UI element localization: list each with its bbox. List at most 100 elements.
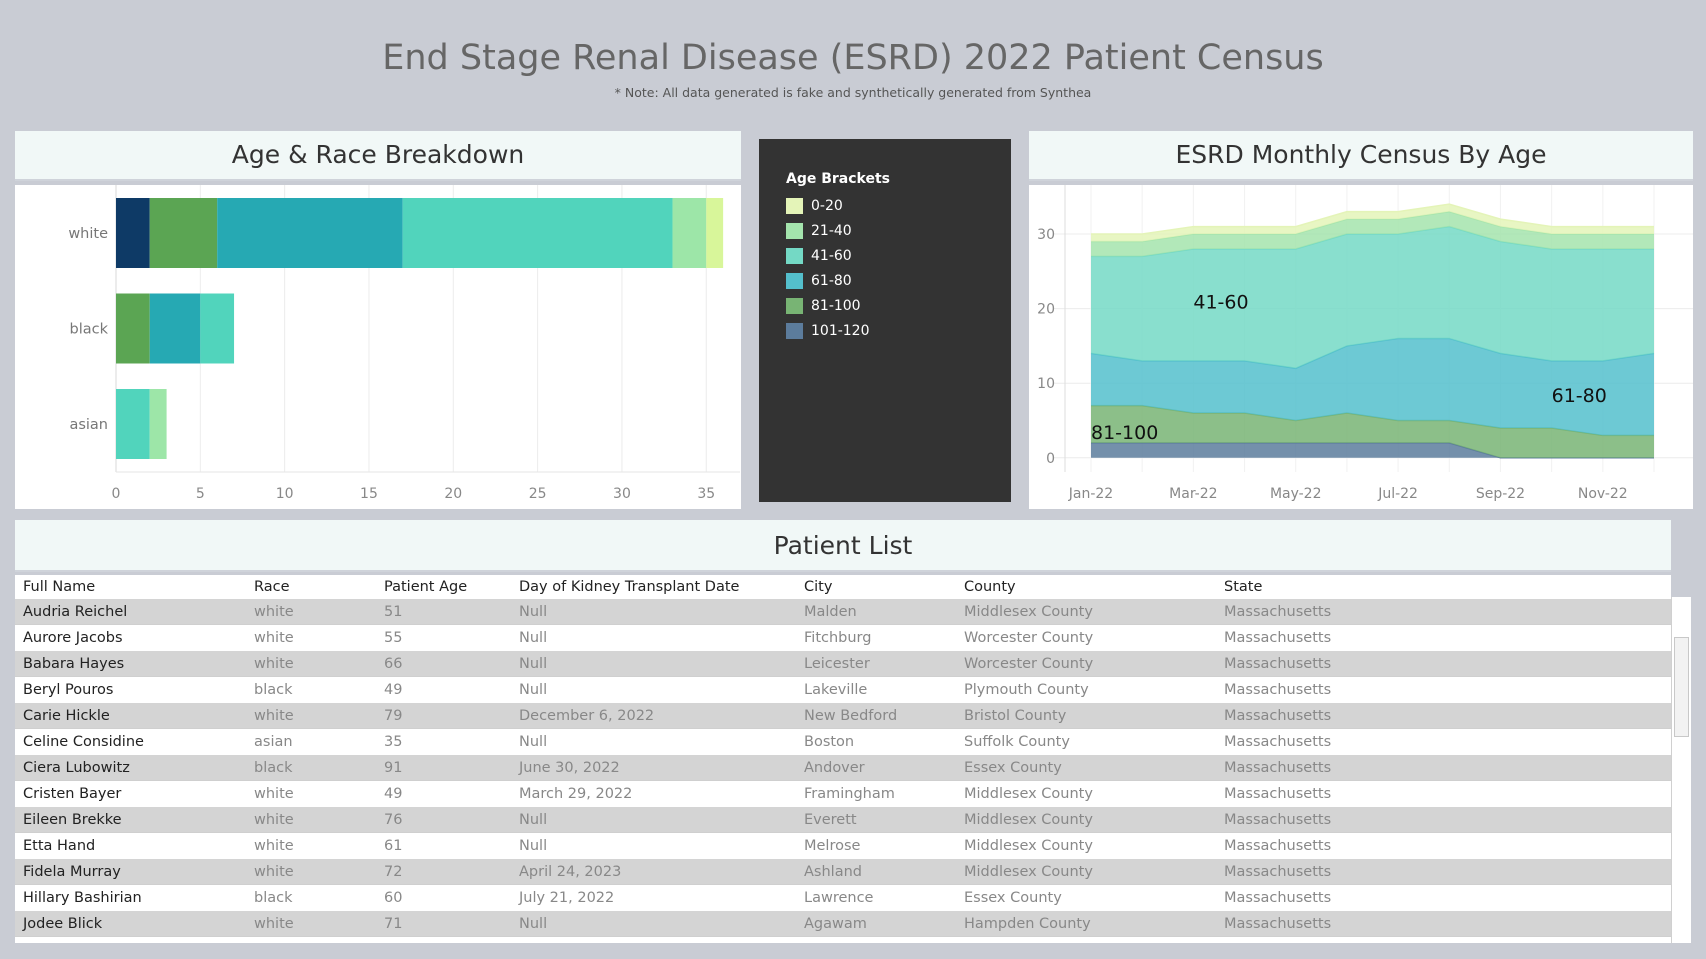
- table-row[interactable]: Carie Hickle white 79 December 6, 2022 New B…: [15, 702, 1671, 729]
- bar-panel-title-text: Age & Race Breakdown: [231, 140, 525, 169]
- legend-item[interactable]: 61-80: [786, 268, 1011, 293]
- table-row[interactable]: Etta Hand white 61 Null Melrose Middlesex Cou…: [15, 832, 1671, 859]
- table-row[interactable]: Audria Reichel white 51 Null Malden Middlesex…: [15, 598, 1671, 625]
- table-cell: Babara Hayes: [15, 650, 246, 677]
- legend-item[interactable]: 21-40: [786, 218, 1011, 243]
- table-cell: Celine Considine: [15, 728, 246, 755]
- table-row[interactable]: Fidela Murray white 72 April 24, 2023 Ashlan…: [15, 858, 1671, 885]
- table-row[interactable]: Jona Hayeswhite57NullEverettMiddlesex Co…: [15, 936, 1671, 943]
- table-cell: April 24, 2023: [511, 858, 796, 885]
- x-tick-label: 15: [360, 486, 378, 502]
- table-cell: white: [246, 624, 376, 651]
- x-tick-label: Sep-22: [1476, 486, 1525, 502]
- table-cell: Jona Hayes: [15, 936, 246, 943]
- table-cell: Null: [511, 598, 796, 625]
- area-series-81-100: [1091, 405, 1654, 458]
- table-cell: Agawam: [796, 910, 956, 937]
- table-cell: Null: [511, 806, 796, 833]
- legend-label: 0-20: [811, 197, 843, 214]
- table-cell: Null: [511, 650, 796, 677]
- table-cell: white: [246, 806, 376, 833]
- column-header[interactable]: Full Name: [23, 578, 96, 595]
- legend-items: 0-20 21-40 41-60 61-80 81-100 101-120: [786, 193, 1011, 343]
- y-tick-label: 0: [1046, 451, 1055, 467]
- legend-label: 81-100: [811, 297, 861, 314]
- legend-label: 61-80: [811, 272, 852, 289]
- table-cell: Fidela Murray: [15, 858, 246, 885]
- table-row[interactable]: Celine Considine asian 35 Null Boston Suffolk…: [15, 728, 1671, 755]
- table-cell: Null: [511, 728, 796, 755]
- table-scrollbar[interactable]: [1671, 597, 1691, 943]
- area-line-0-20: [1091, 203, 1654, 235]
- x-tick-label: Mar-22: [1169, 486, 1217, 502]
- table-cell: Essex County: [956, 754, 1216, 781]
- table-cell: Massachusetts: [1216, 858, 1671, 885]
- table-cell: Eileen Brekke: [15, 806, 246, 833]
- column-header[interactable]: Race: [254, 578, 290, 595]
- table-row[interactable]: Jodee Blick white 71 Null Agawam Hampden Coun…: [15, 910, 1671, 937]
- table-cell: white: [246, 650, 376, 677]
- x-tick-label: Jul-22: [1377, 486, 1418, 502]
- table-row[interactable]: Babara Hayes white 66 Null Leicester Worceste…: [15, 650, 1671, 677]
- table-row[interactable]: Aurore Jacobs white 55 Null Fitchburg Worcest…: [15, 624, 1671, 651]
- table-cell: white: [246, 598, 376, 625]
- bar-chart-panel: 0 5 10 15 20 25 30 35 white black asian: [15, 185, 741, 509]
- table-row[interactable]: Hillary Bashirian black 60 July 21, 2022 Law…: [15, 884, 1671, 911]
- area-series-0-20: [1091, 204, 1654, 242]
- table-cell: Middlesex County: [956, 858, 1216, 885]
- table-cell: Bristol County: [956, 702, 1216, 729]
- column-header[interactable]: City: [804, 578, 833, 595]
- scrollbar-thumb[interactable]: [1674, 637, 1689, 737]
- legend-item[interactable]: 81-100: [786, 293, 1011, 318]
- table-cell: Leicester: [796, 650, 956, 677]
- table-cell: Ashland: [796, 858, 956, 885]
- table-cell: black: [246, 676, 376, 703]
- bar-chart[interactable]: 0 5 10 15 20 25 30 35 white black asian: [15, 185, 741, 509]
- table-cell: Massachusetts: [1216, 728, 1671, 755]
- x-tick-label: Nov-22: [1578, 486, 1628, 502]
- table-cell: Massachusetts: [1216, 676, 1671, 703]
- area-series-21-40: [1091, 211, 1654, 257]
- table-cell: Suffolk County: [956, 728, 1216, 755]
- table-cell: 76: [376, 806, 511, 833]
- column-header[interactable]: Patient Age: [384, 578, 468, 595]
- table-row[interactable]: Beryl Pouros black 49 Null Lakeville Plymouth…: [15, 676, 1671, 703]
- patient-table-container[interactable]: Full Name Race Patient Age Day of Kidney Tr…: [15, 575, 1671, 943]
- table-cell: 66: [376, 650, 511, 677]
- table-row[interactable]: Eileen Brekke white 76 Null Everett Middlesex…: [15, 806, 1671, 833]
- area-annotation: 61-80: [1552, 385, 1607, 407]
- table-cell: Massachusetts: [1216, 754, 1671, 781]
- column-header[interactable]: County: [964, 578, 1016, 595]
- area-line-101-120: [1091, 442, 1654, 459]
- legend-swatch: [786, 197, 803, 214]
- table-cell: December 6, 2022: [511, 702, 796, 729]
- table-cell: June 30, 2022: [511, 754, 796, 781]
- bar-segment-white-81-100: [149, 198, 218, 268]
- area-series-61-80: [1091, 338, 1654, 436]
- bar-segment-white-101-120: [116, 198, 150, 268]
- column-header[interactable]: Day of Kidney Transplant Date: [519, 578, 740, 595]
- patient-table: Full Name Race Patient Age Day of Kidney Tr…: [15, 575, 1671, 943]
- table-cell: Everett: [796, 806, 956, 833]
- column-header[interactable]: State: [1224, 578, 1263, 595]
- table-cell: asian: [246, 728, 376, 755]
- dashboard-note: * Note: All data generated is fake and s…: [614, 85, 1092, 100]
- bar-segment-white-61-80: [217, 198, 403, 268]
- table-cell: 57: [376, 936, 511, 943]
- bar-segment-white-41-60: [402, 198, 673, 268]
- legend-item[interactable]: 41-60: [786, 243, 1011, 268]
- legend-item[interactable]: 101-120: [786, 318, 1011, 343]
- table-cell: Jodee Blick: [15, 910, 246, 937]
- bar-segment-black-61-80: [149, 293, 201, 364]
- table-cell: Massachusetts: [1216, 910, 1671, 937]
- table-row[interactable]: Ciera Lubowitz black 91 June 30, 2022 Andove…: [15, 754, 1671, 781]
- table-row[interactable]: Cristen Bayer white 49 March 29, 2022 Framin…: [15, 780, 1671, 807]
- legend-item[interactable]: 0-20: [786, 193, 1011, 218]
- x-tick-label: 35: [697, 486, 715, 502]
- table-cell: Massachusetts: [1216, 832, 1671, 859]
- table-cell: Malden: [796, 598, 956, 625]
- area-chart[interactable]: 0 10 20 30 Jan-22 Mar-22 May-22 Jul-22 Sep-22 Nov…: [1029, 185, 1693, 509]
- legend-label: 101-120: [811, 322, 870, 339]
- table-cell: Plymouth County: [956, 676, 1216, 703]
- table-cell: Null: [511, 936, 796, 943]
